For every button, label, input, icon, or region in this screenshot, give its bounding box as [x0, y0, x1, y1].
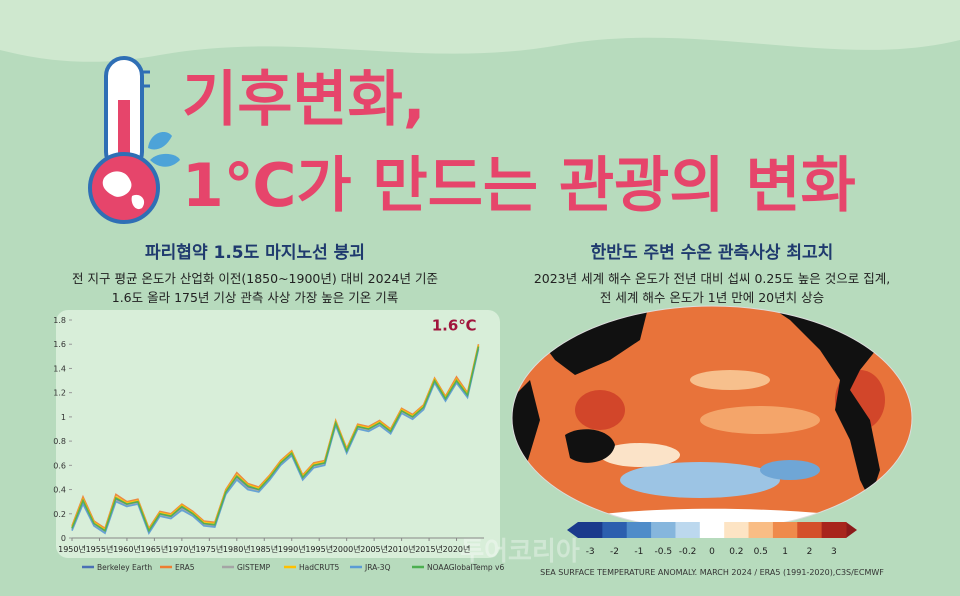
colorbar-tick-label: 0.2 — [729, 547, 743, 557]
x-tick-label: 1950년 — [58, 544, 86, 554]
legend-label: ERA5 — [175, 563, 195, 572]
title-line1: 기후변화, — [182, 65, 426, 135]
x-tick-label: 1980년 — [223, 544, 251, 554]
x-tick-label: 1970년 — [168, 544, 196, 554]
map-caption: SEA SURFACE TEMPERATURE ANOMALY. MARCH 2… — [540, 568, 884, 577]
x-tick-label: 1995년 — [305, 544, 333, 554]
legend-label: NOAAGlobalTemp v6 — [427, 563, 504, 572]
annotation: 1.6℃ — [432, 317, 477, 335]
thermometer-icon — [88, 56, 180, 224]
colorbar-segment — [748, 522, 774, 538]
colorbar-tick-label: -3 — [586, 547, 595, 557]
right-text: 2023년 세계 해수 온도가 전년 대비 섭씨 0.25도 높은 것으로 집계… — [534, 271, 890, 286]
x-tick-label: 1985년 — [250, 544, 278, 554]
colorbar-tick-label: 0 — [709, 547, 715, 557]
x-tick-label: 1975년 — [195, 544, 223, 554]
top-wave — [0, 0, 960, 62]
colorbar-tick-label: 0.5 — [754, 547, 768, 557]
colorbar-segment — [651, 522, 676, 538]
colorbar-tick-label: 3 — [831, 547, 837, 557]
x-tick-label: 2010년 — [388, 544, 416, 554]
sst-map — [512, 306, 912, 530]
y-tick-label: 1.2 — [53, 389, 66, 398]
colorbar-tick-label: 2 — [807, 547, 813, 557]
left-text: 전 지구 평균 온도가 산업화 이전(1850~1900년) 대비 2024년 … — [72, 271, 438, 286]
y-tick-label: 0 — [61, 534, 66, 543]
colorbar-tick-label: -0.5 — [654, 547, 672, 557]
y-tick-label: 1.4 — [53, 364, 66, 373]
legend-label: JRA-3Q — [364, 563, 391, 572]
colorbar-segment — [626, 522, 652, 538]
legend-label: HadCRUT5 — [299, 563, 340, 572]
y-tick-label: 0.2 — [53, 510, 66, 519]
left-heading: 파리협약 1.5도 마지노선 붕괴 — [145, 242, 365, 263]
colorbar-segment — [675, 522, 701, 538]
x-tick-label: 1965년 — [141, 544, 169, 554]
colorbar-segment — [578, 522, 603, 538]
y-tick-label: 0.8 — [53, 437, 66, 446]
right-heading: 한반도 주변 수온 관측사상 최고치 — [591, 243, 834, 263]
legend-label: GISTEMP — [237, 563, 271, 572]
x-tick-label: 2015년 — [415, 544, 443, 554]
y-tick-label: 1.8 — [53, 316, 66, 325]
legend-label: Berkeley Earth — [97, 563, 152, 572]
colorbar-segment — [797, 522, 823, 538]
x-tick-label: 2005년 — [360, 544, 388, 554]
colorbar-tick-label: -1 — [634, 547, 643, 557]
title-line2: 1℃가 만드는 관광의 변화 — [182, 151, 856, 221]
colorbar-segment — [724, 522, 750, 538]
left-text: 1.6도 올라 175년 기상 관측 사상 가장 높은 기온 기록 — [112, 290, 399, 305]
y-tick-label: 1.6 — [53, 340, 66, 349]
y-tick-label: 0.6 — [53, 461, 66, 470]
chart-panel — [56, 310, 500, 558]
watermark: 투어코리아 — [460, 537, 580, 567]
y-tick-label: 1 — [61, 413, 66, 422]
x-tick-label: 1960년 — [113, 544, 141, 554]
series-line — [71, 348, 480, 535]
x-tick-label: 2020년 — [443, 544, 471, 554]
y-tick-label: 0.4 — [53, 486, 66, 495]
colorbar-segment — [821, 522, 847, 538]
x-tick-label: 1990년 — [278, 544, 306, 554]
right-text: 전 세계 해수 온도가 1년 만에 20년치 상승 — [600, 290, 824, 305]
x-tick-label: 2000년 — [333, 544, 361, 554]
colorbar-tick-label: 1 — [782, 547, 788, 557]
colorbar-segment — [772, 522, 798, 538]
colorbar-tick-label: -2 — [610, 547, 619, 557]
colorbar-tick-label: -0.2 — [679, 547, 697, 557]
x-tick-label: 1955년 — [86, 544, 114, 554]
colorbar-segment — [699, 522, 725, 538]
series-line — [71, 346, 480, 533]
colorbar — [567, 522, 857, 538]
colorbar-segment — [602, 522, 628, 538]
